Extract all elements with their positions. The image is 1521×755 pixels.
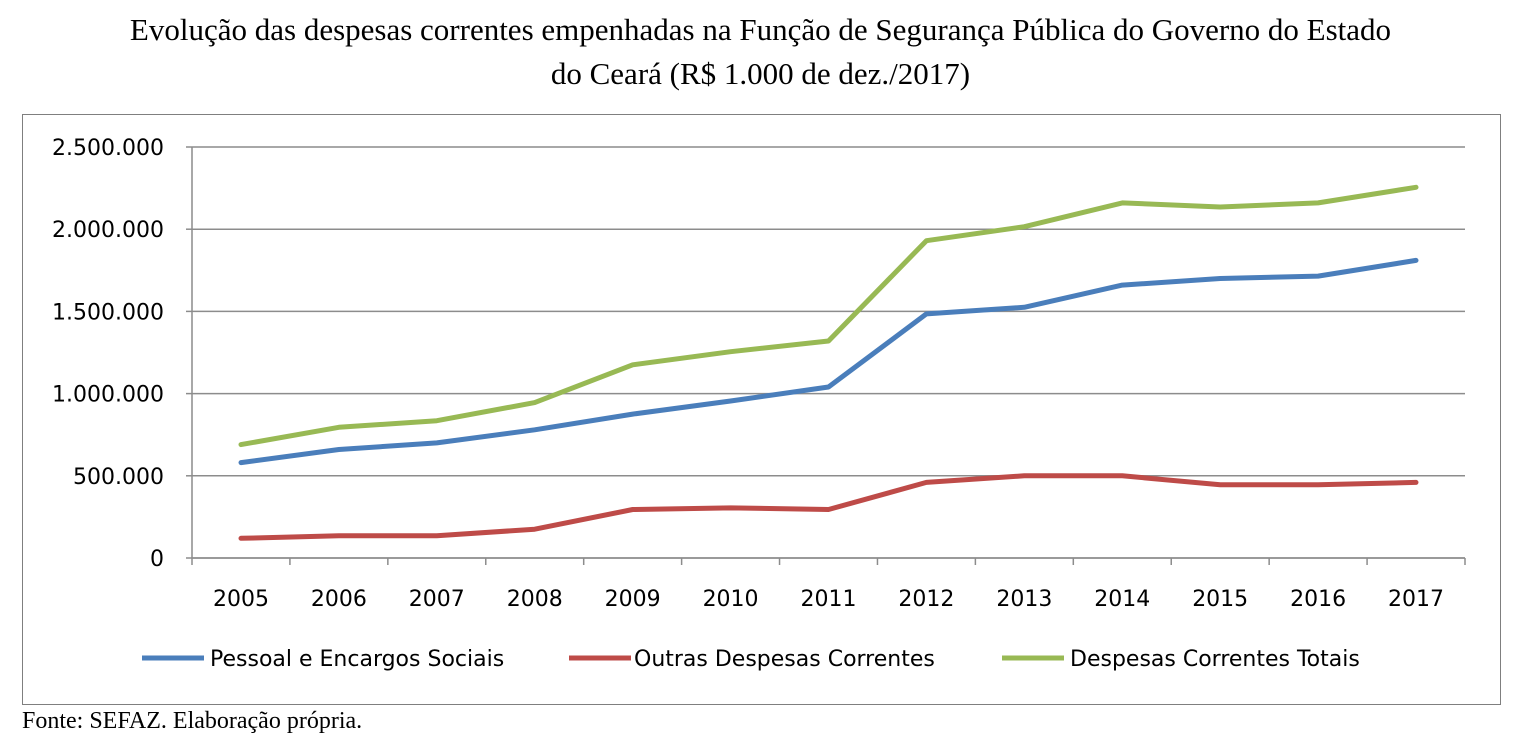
x-tick-label: 2006 xyxy=(311,587,367,612)
y-tick-label: 2.500.000 xyxy=(52,136,164,161)
y-tick-label: 1.000.000 xyxy=(52,383,164,408)
y-tick-label: 2.000.000 xyxy=(52,218,164,243)
x-tick-label: 2008 xyxy=(507,587,563,612)
x-tick-label: 2016 xyxy=(1290,587,1346,612)
legend-label-2: Outras Despesas Correntes xyxy=(634,647,935,672)
source-note: Fonte: SEFAZ. Elaboração própria. xyxy=(22,708,363,734)
y-tick-label: 1.500.000 xyxy=(52,300,164,325)
chart-title-line2: do Ceará (R$ 1.000 de dez./2017) xyxy=(550,56,971,91)
x-tick-label: 2010 xyxy=(703,587,759,612)
x-tick-label: 2012 xyxy=(898,587,954,612)
chart-title: Evolução das despesas correntes empenhad… xyxy=(0,8,1521,96)
x-tick-label: 2014 xyxy=(1094,587,1150,612)
legend-label-3: Despesas Correntes Totais xyxy=(1070,647,1360,672)
x-tick-label: 2011 xyxy=(801,587,857,612)
x-tick-label: 2015 xyxy=(1192,587,1248,612)
x-tick-label: 2005 xyxy=(213,587,269,612)
series-line-3 xyxy=(238,184,1419,448)
series-line-2 xyxy=(238,473,1419,541)
x-tick-label: 2007 xyxy=(409,587,465,612)
series-line-1 xyxy=(238,257,1419,466)
x-tick-label: 2013 xyxy=(996,587,1052,612)
x-tick-label: 2017 xyxy=(1388,587,1444,612)
y-tick-label: 0 xyxy=(150,547,164,572)
x-tick-label: 2009 xyxy=(605,587,661,612)
chart-frame xyxy=(22,114,1501,705)
y-tick-label: 500.000 xyxy=(73,465,164,490)
legend-label-1: Pessoal e Encargos Sociais xyxy=(210,647,504,672)
chart-title-line1: Evolução das despesas correntes empenhad… xyxy=(129,12,1392,47)
